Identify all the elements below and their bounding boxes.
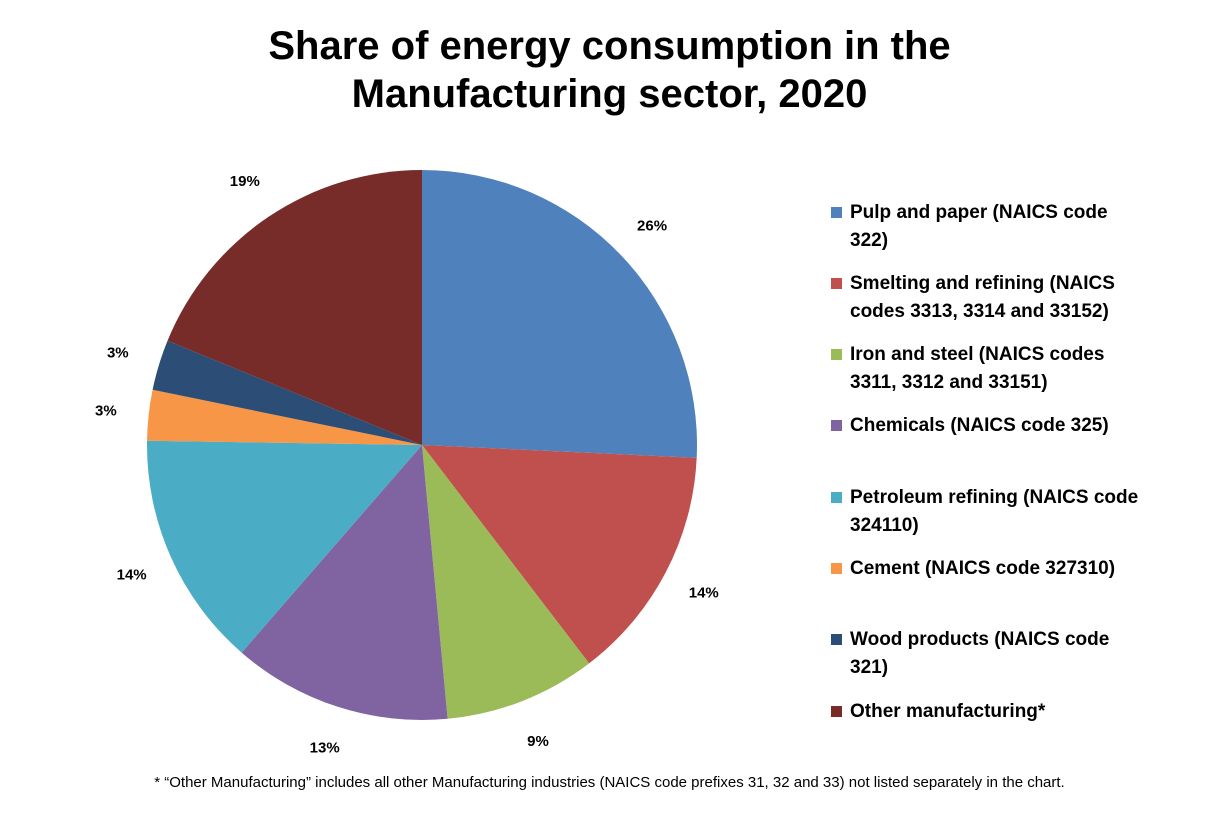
chart-title-line-2: Manufacturing sector, 2020 xyxy=(351,72,868,116)
chart-title: Share of energy consumption in the Manuf… xyxy=(0,22,1219,118)
data-label-other-manufacturing: 19% xyxy=(230,173,260,190)
legend-label: Chemicals (NAICS code 325) xyxy=(850,415,1109,436)
legend-label: Other manufacturing* xyxy=(850,701,1046,722)
data-label-petroleum-refining: 14% xyxy=(117,567,147,584)
legend-swatch xyxy=(831,706,842,717)
pie-slice-chemicals xyxy=(241,445,448,721)
legend-swatch xyxy=(831,563,842,574)
legend-swatch xyxy=(831,420,842,431)
pie-slice-other-manufacturing xyxy=(167,170,422,445)
legend-label: Petroleum refining (NAICS code 324110) xyxy=(850,487,1139,536)
legend-label: Cement (NAICS code 327310) xyxy=(850,558,1116,579)
legend-label: Wood products (NAICS code 321) xyxy=(850,629,1110,678)
legend-label: Iron and steel (NAICS codes 3311, 3312 an… xyxy=(850,344,1105,393)
pie-slice-wood-products xyxy=(152,340,422,445)
data-label-cement: 3% xyxy=(95,402,117,419)
pie-slice-pulp-and-paper xyxy=(422,170,698,458)
legend-swatch xyxy=(831,207,842,218)
footnote: * “Other Manufacturing” includes all oth… xyxy=(154,774,1065,791)
pie-slice-cement xyxy=(147,389,422,445)
data-label-chemicals: 13% xyxy=(310,740,340,757)
data-label-smelting-and-refining: 14% xyxy=(689,584,719,601)
legend-swatch xyxy=(831,349,842,360)
pie-slice-smelting-and-refining xyxy=(422,445,697,664)
legend-label: Smelting and refining (NAICS codes 3313, … xyxy=(850,273,1115,322)
pie-slice-petroleum-refining xyxy=(147,440,422,653)
legend-swatch xyxy=(831,634,842,645)
legend-swatch xyxy=(831,492,842,503)
legend-swatch xyxy=(831,278,842,289)
data-label-iron-and-steel: 9% xyxy=(527,733,549,750)
data-label-pulp-and-paper: 26% xyxy=(637,217,667,234)
legend-label: Pulp and paper (NAICS code 322) xyxy=(850,202,1108,251)
chart-title-line-1: Share of energy consumption in the xyxy=(268,24,951,68)
pie-slice-iron-and-steel xyxy=(422,445,590,719)
data-label-wood-products: 3% xyxy=(107,344,129,361)
